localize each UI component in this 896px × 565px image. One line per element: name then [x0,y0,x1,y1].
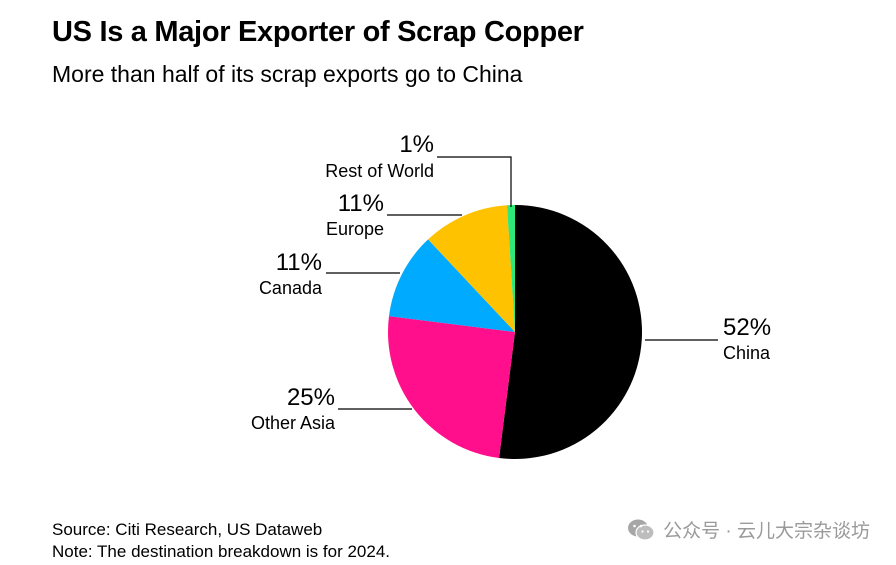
watermark: 公众号 · 云儿大宗杂谈坊 [627,516,870,543]
category-label-europe: Europe [326,219,384,239]
wechat-icon [628,519,655,541]
value-label-other-asia: 25% [287,384,335,411]
pie-slices [388,205,642,459]
footnote: Note: The destination breakdown is for 2… [52,542,391,561]
pie-slice-other-asia [388,316,515,458]
category-label-rest-of-world: Rest of World [325,161,434,181]
pie-slice-china [499,205,642,459]
source-note: Source: Citi Research, US Dataweb [52,520,323,539]
category-label-canada: Canada [259,278,323,298]
chart-title: US Is a Major Exporter of Scrap Copper [52,16,584,48]
category-label-other-asia: Other Asia [251,413,336,433]
leader-line-rest-of-world [437,156,512,207]
pie-slice-europe [428,205,515,332]
value-label-china: 52% [723,314,771,341]
chart-subtitle: More than half of its scrap exports go t… [52,61,523,87]
pie-slice-canada [389,239,515,332]
watermark-text: 公众号 · 云儿大宗杂谈坊 [663,521,870,542]
value-label-europe: 11% [338,190,384,217]
value-label-rest-of-world: 1% [399,131,434,158]
value-label-canada: 11% [276,249,322,276]
leader-lines [326,156,718,410]
pie-slice-rest-of-world [507,205,515,332]
category-label-china: China [723,343,771,363]
